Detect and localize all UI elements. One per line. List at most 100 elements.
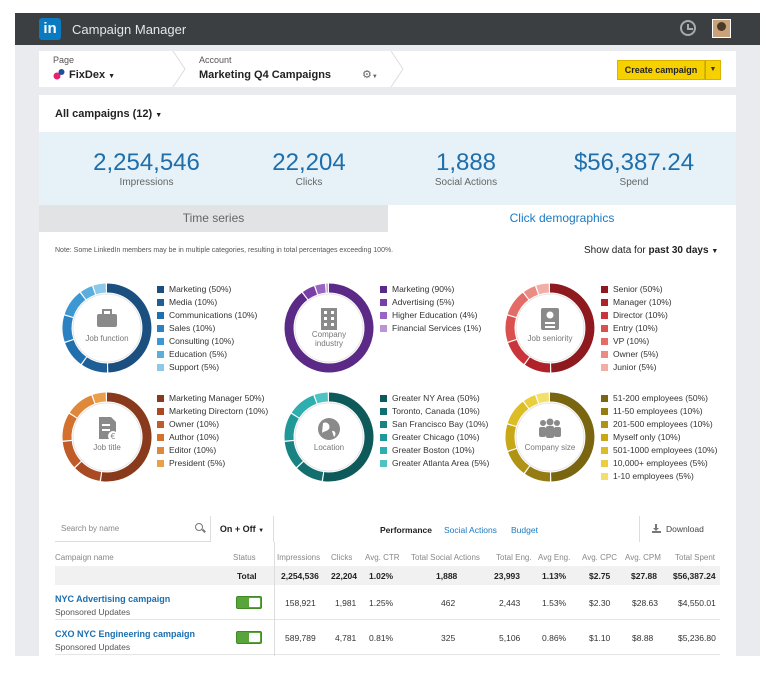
column-header-clicks[interactable]: Clicks xyxy=(331,553,353,562)
legend-item: 51-200 employees (50%) xyxy=(601,393,717,406)
table-cell: $1.10 xyxy=(589,633,611,643)
globe-icon xyxy=(318,418,340,440)
legend-label: VP (10%) xyxy=(613,336,650,346)
table-row[interactable]: NYC Advertising campaign Sponsored Updat… xyxy=(55,585,720,620)
column-header-social-actions[interactable]: Total Social Actions xyxy=(411,553,480,562)
legend-swatch xyxy=(601,312,608,319)
legend-label: 51-200 employees (50%) xyxy=(613,393,708,403)
campaign-name-link[interactable]: CXO NYC Engineering campaign xyxy=(55,629,196,639)
demographic-donut: Company industry xyxy=(277,282,381,374)
legend-swatch xyxy=(601,299,608,306)
campaign-name-link[interactable]: NYC Advertising campaign xyxy=(55,594,171,604)
column-header-campaign-name[interactable]: Campaign name xyxy=(55,553,114,562)
linkedin-logo-icon[interactable]: in xyxy=(39,18,61,40)
breadcrumb-separator xyxy=(390,51,404,87)
legend-item: Editor (10%) xyxy=(157,445,268,458)
app-title: Campaign Manager xyxy=(72,22,187,37)
status-filter[interactable]: On + Off ▼ xyxy=(210,516,274,542)
column-divider xyxy=(274,542,275,656)
legend-label: Marketing Manager 50%) xyxy=(169,393,265,403)
tab-performance[interactable]: Performance xyxy=(380,525,432,535)
column-header-status[interactable]: Status xyxy=(233,553,256,562)
donut-segment xyxy=(69,395,95,418)
legend-item: Communications (10%) xyxy=(157,310,257,323)
legend-item: 10,000+ employees (5%) xyxy=(601,458,717,471)
table-row[interactable]: CXO NYC Engineering campaign Sponsored U… xyxy=(55,620,720,655)
column-header-avg-cpc[interactable]: Avg. CPC xyxy=(582,553,617,562)
table-cell: $8.88 xyxy=(632,633,654,643)
legend-swatch xyxy=(157,434,164,441)
demographic-donut: Company size xyxy=(498,391,602,483)
legend-label: Greater Atlanta Area (5%) xyxy=(392,458,490,468)
donut-segment xyxy=(291,395,317,418)
legend-label: Greater Chicago (10%) xyxy=(392,432,480,442)
legend-label: President (5%) xyxy=(169,458,226,468)
legend-item: Sales (10%) xyxy=(157,323,257,336)
column-header-total-spent[interactable]: Total Spent xyxy=(675,553,716,562)
tab-click-demographics[interactable]: Click demographics xyxy=(388,205,736,232)
donut-segment xyxy=(322,392,374,482)
legend-item: 501-1000 employees (10%) xyxy=(601,445,717,458)
legend-swatch xyxy=(157,421,164,428)
impressions-value: 2,254,546 xyxy=(93,149,200,176)
legend-swatch xyxy=(601,325,608,332)
page-selector[interactable]: FixDex ▼ xyxy=(69,69,115,81)
gear-icon[interactable]: ⚙▼ xyxy=(362,69,378,81)
period-selector[interactable]: Show data for past 30 days ▼ xyxy=(584,245,718,256)
search-icon[interactable] xyxy=(195,523,203,531)
clock-icon[interactable] xyxy=(680,20,696,36)
legend-item: Greater NY Area (50%) xyxy=(380,393,489,406)
breadcrumb-separator xyxy=(172,51,186,87)
column-header-avg-cpm[interactable]: Avg. CPM xyxy=(625,553,661,562)
tab-budget[interactable]: Budget xyxy=(511,525,538,535)
chevron-down-icon: ▼ xyxy=(709,66,717,73)
id-card-icon xyxy=(541,308,559,330)
status-toggle[interactable] xyxy=(236,596,262,609)
legend-item: Greater Atlanta Area (5%) xyxy=(380,458,489,471)
legend-item: Author (10%) xyxy=(157,432,268,445)
table-cell: 1,981 xyxy=(335,598,357,608)
legend-item: San Francisco Bay (10%) xyxy=(380,419,489,432)
totals-cell: $2.75 xyxy=(589,571,611,581)
totals-cell: $56,387.24 xyxy=(673,571,716,581)
legend-item: Director (10%) xyxy=(601,310,672,323)
donut-segment xyxy=(505,315,517,342)
breadcrumb: Page FixDex ▼ Account Marketing Q4 Campa… xyxy=(39,51,736,87)
donut-segment xyxy=(507,401,529,427)
download-icon xyxy=(652,524,661,533)
chevron-down-icon: ▼ xyxy=(258,528,265,534)
spend-value: $56,387.24 xyxy=(573,149,695,176)
table-cell: 2,443 xyxy=(499,598,521,608)
download-button[interactable]: Download xyxy=(639,516,720,542)
tab-social-actions[interactable]: Social Actions xyxy=(444,525,497,535)
totals-label: Total xyxy=(237,571,257,581)
create-campaign-dropdown[interactable]: ▼ xyxy=(705,60,721,80)
spend-label: Spend xyxy=(619,177,649,188)
column-header-avg-ctr[interactable]: Avg. CTR xyxy=(365,553,400,562)
account-value[interactable]: Marketing Q4 Campaigns xyxy=(199,69,332,81)
legend-swatch xyxy=(157,351,164,358)
donut-segment xyxy=(64,292,86,318)
totals-cell: 23,993 xyxy=(494,571,520,581)
totals-cell: 2,254,536 xyxy=(281,571,319,581)
column-header-total-eng[interactable]: Total Eng. xyxy=(496,553,532,562)
legend-label: Senior (50%) xyxy=(613,284,663,294)
campaign-filter[interactable]: All campaigns (12) ▼ xyxy=(55,108,162,120)
tab-time-series[interactable]: Time series xyxy=(39,205,388,232)
search-input[interactable]: Search by name xyxy=(55,516,210,542)
demographic-donut: Job seniority xyxy=(498,282,602,374)
legend-swatch xyxy=(601,460,608,467)
column-header-avg-eng[interactable]: Avg Eng. xyxy=(538,553,571,562)
table-cell: 0.86% xyxy=(542,633,567,643)
donut-segment xyxy=(524,466,551,482)
page-value: FixDex xyxy=(69,69,106,81)
status-toggle[interactable] xyxy=(236,631,262,644)
avatar[interactable] xyxy=(712,19,731,38)
column-header-impressions[interactable]: Impressions xyxy=(277,553,321,562)
main-panel: All campaigns (12) ▼ 2,254,546 Impressio… xyxy=(39,95,736,656)
create-campaign-button[interactable]: Create campaign xyxy=(617,60,705,80)
legend-item: Owner (5%) xyxy=(601,349,672,362)
legend-swatch xyxy=(380,325,387,332)
donut-segment xyxy=(314,392,329,404)
legend-item: Senior (50%) xyxy=(601,284,672,297)
